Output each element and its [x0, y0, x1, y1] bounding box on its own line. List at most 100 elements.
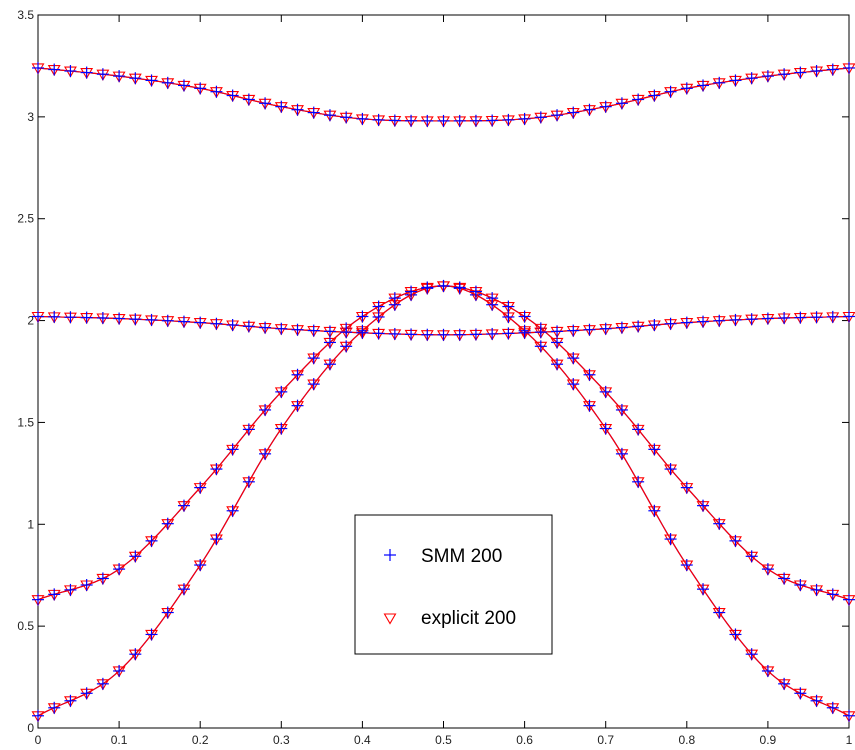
marker-smm [599, 100, 612, 113]
marker-smm [843, 709, 855, 722]
marker-smm [129, 550, 142, 563]
marker-smm [713, 76, 726, 89]
marker-smm [745, 313, 758, 326]
marker-smm [161, 314, 174, 327]
marker-smm [405, 285, 418, 298]
marker-smm [697, 583, 710, 596]
marker-smm [534, 111, 547, 124]
marker-smm [697, 315, 710, 328]
marker-smm [794, 66, 807, 79]
marker-smm [502, 327, 515, 340]
legend-label-explicit: explicit 200 [421, 608, 516, 629]
y-tick-label: 3.5 [17, 8, 34, 22]
marker-smm [80, 687, 93, 700]
marker-smm [194, 316, 207, 329]
marker-smm [210, 317, 223, 330]
marker-smm [567, 106, 580, 119]
marker-smm [615, 403, 628, 416]
marker-smm [113, 664, 126, 677]
marker-smm [226, 89, 239, 102]
marker-smm [648, 89, 661, 102]
x-tick-label: 1 [846, 733, 853, 747]
marker-smm [194, 82, 207, 95]
y-tick-label: 1.5 [17, 415, 34, 429]
marker-smm [48, 588, 61, 601]
marker-smm [161, 606, 174, 619]
marker-smm [64, 583, 77, 596]
marker-smm [259, 447, 272, 460]
marker-smm [583, 323, 596, 336]
marker-smm [372, 300, 385, 313]
y-tick-label: 2 [27, 314, 34, 328]
marker-smm [680, 82, 693, 95]
x-tick-label: 0.1 [111, 733, 128, 747]
marker-smm [583, 399, 596, 412]
marker-smm [275, 322, 288, 335]
axis-ticks: 0 0.1 0.2 0.3 0.4 0.5 0.6 0.7 0.8 0.9 1 0 0.5 1 1.5 2 2.… [17, 8, 852, 747]
marker-smm [275, 385, 288, 398]
marker-smm [437, 114, 450, 127]
marker-smm [713, 606, 726, 619]
marker-smm [826, 588, 839, 601]
marker-smm [226, 443, 239, 456]
marker-smm [340, 326, 353, 339]
marker-smm [453, 328, 466, 341]
marker-smm [697, 499, 710, 512]
marker-smm [761, 312, 774, 325]
marker-smm [323, 358, 336, 371]
marker-smm [177, 499, 190, 512]
marker-smm [372, 113, 385, 126]
marker-smm [64, 65, 77, 78]
marker-smm [323, 325, 336, 338]
marker-smm [194, 481, 207, 494]
marker-smm [372, 327, 385, 340]
marker-smm [129, 72, 142, 85]
legend: SMM 200 explicit 200 [354, 514, 553, 655]
marker-smm [680, 316, 693, 329]
x-tick-label: 0.3 [273, 733, 290, 747]
x-tick-label: 0.4 [354, 733, 371, 747]
x-tick-label: 0 [35, 733, 42, 747]
legend-marker-explicit [383, 613, 397, 625]
marker-smm [437, 279, 450, 292]
marker-smm [469, 114, 482, 127]
marker-smm [648, 443, 661, 456]
marker-smm [421, 114, 434, 127]
marker-smm [32, 61, 44, 74]
marker-smm [388, 292, 401, 305]
marker-smm [518, 112, 531, 125]
marker-smm [794, 687, 807, 700]
marker-smm [745, 648, 758, 661]
marker-smm [583, 368, 596, 381]
marker-smm [729, 74, 742, 87]
marker-smm [275, 100, 288, 113]
marker-smm [599, 385, 612, 398]
y-tick-label: 3 [27, 110, 34, 124]
marker-smm [323, 109, 336, 122]
marker-smm [664, 317, 677, 330]
legend-marker-smm [384, 549, 396, 561]
marker-smm [745, 72, 758, 85]
marker-smm [129, 648, 142, 661]
marker-smm [551, 109, 564, 122]
marker-smm [161, 517, 174, 530]
marker-smm [615, 321, 628, 334]
marker-smm [502, 300, 515, 313]
marker-smm [583, 103, 596, 116]
marker-smm [486, 327, 499, 340]
marker-smm [388, 327, 401, 340]
marker-smm [340, 111, 353, 124]
marker-smm [826, 63, 839, 76]
marker-smm [259, 97, 272, 110]
marker-smm [453, 114, 466, 127]
marker-smm [551, 336, 564, 349]
marker-smm [96, 68, 109, 81]
x-tick-label: 0.7 [597, 733, 614, 747]
y-tick-label: 0 [27, 721, 34, 735]
marker-smm [469, 328, 482, 341]
marker-smm [161, 76, 174, 89]
marker-smm [64, 694, 77, 707]
marker-smm [64, 311, 77, 324]
marker-smm [145, 534, 158, 547]
y-tick-label: 2.5 [17, 212, 34, 226]
